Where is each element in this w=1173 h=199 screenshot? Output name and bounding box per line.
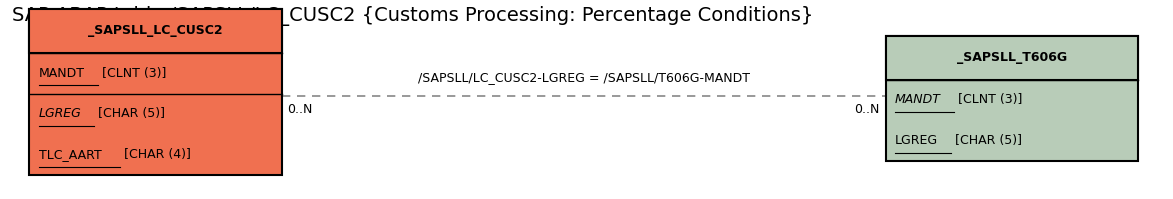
Text: MANDT: MANDT [895,94,941,106]
Bar [886,36,1138,80]
Text: [CLNT (3)]: [CLNT (3)] [99,67,167,80]
Text: MANDT: MANDT [39,67,84,80]
Text: LGREG: LGREG [895,134,938,147]
Bar [29,9,282,53]
Text: [CHAR (5)]: [CHAR (5)] [950,134,1022,147]
Text: [CHAR (5)]: [CHAR (5)] [94,107,165,120]
Text: 0..N: 0..N [854,103,880,116]
Text: TLC_AART: TLC_AART [39,148,101,161]
Bar [886,36,1138,161]
Text: [CLNT (3)]: [CLNT (3)] [954,94,1023,106]
Text: SAP ABAP table /SAPSLL/LC_CUSC2 {Customs Processing: Percentage Conditions}: SAP ABAP table /SAPSLL/LC_CUSC2 {Customs… [12,6,813,26]
Bar [29,9,282,175]
Text: _SAPSLL_LC_CUSC2: _SAPSLL_LC_CUSC2 [88,24,223,37]
Text: LGREG: LGREG [39,107,81,120]
Text: 0..N: 0..N [287,103,313,116]
Text: [CHAR (4)]: [CHAR (4)] [120,148,190,161]
Text: /SAPSLL/LC_CUSC2-LGREG = /SAPSLL/T606G-MANDT: /SAPSLL/LC_CUSC2-LGREG = /SAPSLL/T606G-M… [418,71,750,84]
Text: _SAPSLL_T606G: _SAPSLL_T606G [957,51,1066,64]
